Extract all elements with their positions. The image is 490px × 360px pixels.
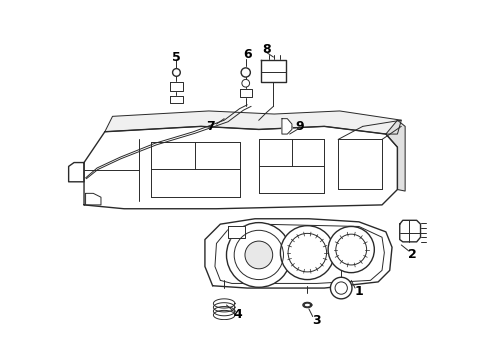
Circle shape: [328, 226, 374, 273]
Text: 6: 6: [243, 48, 251, 61]
Circle shape: [330, 277, 352, 299]
Text: 4: 4: [234, 308, 243, 321]
Polygon shape: [386, 120, 405, 191]
Circle shape: [280, 226, 334, 280]
Polygon shape: [84, 126, 397, 209]
Polygon shape: [282, 119, 292, 134]
Text: 9: 9: [295, 120, 304, 133]
Polygon shape: [171, 95, 183, 103]
Text: 1: 1: [355, 285, 363, 298]
Polygon shape: [228, 226, 245, 238]
Polygon shape: [86, 193, 101, 205]
Polygon shape: [400, 220, 420, 242]
Text: 3: 3: [312, 314, 321, 327]
Polygon shape: [171, 82, 183, 91]
Circle shape: [172, 69, 180, 76]
Circle shape: [245, 241, 273, 269]
Polygon shape: [105, 111, 401, 134]
Polygon shape: [215, 224, 384, 283]
Text: 8: 8: [262, 43, 271, 56]
Text: 2: 2: [409, 248, 417, 261]
Text: 7: 7: [206, 120, 215, 133]
Text: 5: 5: [172, 50, 181, 64]
Polygon shape: [261, 60, 286, 82]
Circle shape: [226, 222, 291, 287]
Polygon shape: [69, 163, 84, 182]
Polygon shape: [240, 89, 252, 97]
Circle shape: [241, 68, 250, 77]
Polygon shape: [205, 219, 392, 288]
Circle shape: [242, 80, 249, 87]
